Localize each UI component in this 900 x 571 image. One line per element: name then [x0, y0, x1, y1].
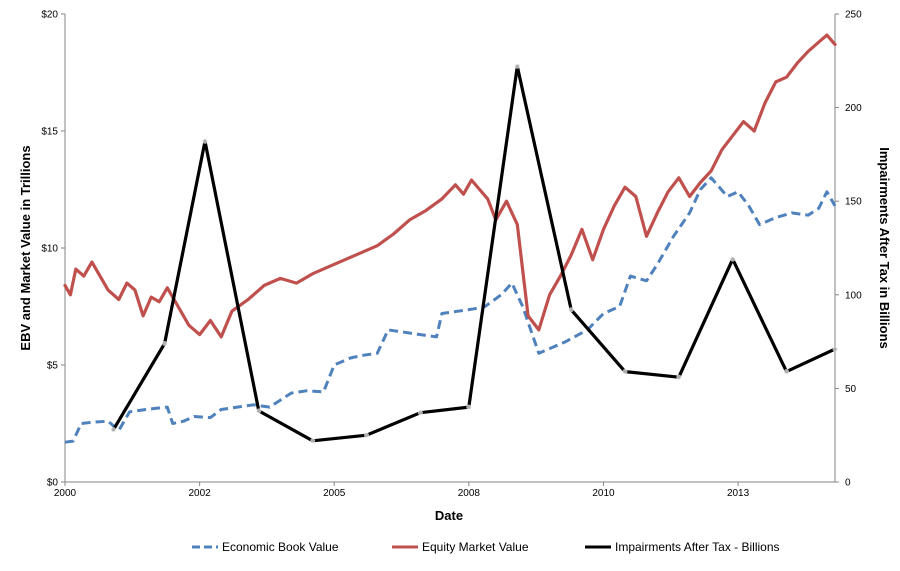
x-tick-label: 2008: [458, 488, 481, 499]
y-left-tick-label: $20: [41, 10, 58, 21]
series-line-impairments-after-tax-billions: [111, 64, 837, 443]
legend-label-equity-market-value: Equity Market Value: [422, 540, 529, 554]
x-tick-label: 2010: [592, 488, 615, 499]
legend: Economic Book Value Equity Market Value …: [192, 540, 780, 554]
impairment-point: [832, 346, 838, 352]
y-right-tick-label: 250: [845, 10, 862, 21]
x-tick-label: 2005: [323, 488, 346, 499]
impairment-point: [417, 410, 423, 416]
impairment-point: [310, 438, 316, 444]
y-left-tick-label: $15: [41, 127, 58, 138]
impairment-point: [784, 369, 790, 375]
axes: $0 $5 $10 $15 $20 0 50 100 150 200 250 2000 2002 2005…: [41, 10, 862, 500]
impairment-point: [568, 307, 574, 313]
impairment-point: [110, 427, 116, 433]
series-line-equity-market-value: [63, 33, 837, 339]
impairment-point: [162, 340, 168, 346]
y-left-tick-label: $0: [47, 478, 59, 489]
legend-label-economic-book-value: Economic Book Value: [222, 540, 339, 554]
x-tick-label: 2000: [54, 488, 77, 499]
impairment-point: [676, 374, 682, 380]
y-left-tick-label: $5: [47, 361, 59, 372]
x-tick-label: 2002: [188, 488, 211, 499]
y-right-tick-label: 50: [845, 384, 857, 395]
impairment-point: [466, 404, 472, 410]
y-right-tick-label: 0: [845, 478, 851, 489]
series-line-economic-book-value: [64, 176, 837, 444]
y-left-axis-title: EBV and Market Value in Trillions: [18, 145, 33, 350]
impairment-point: [730, 256, 736, 262]
impairment-point: [622, 369, 628, 375]
y-right-tick-label: 100: [845, 290, 862, 301]
impairment-point: [514, 63, 520, 69]
x-axis-title: Date: [435, 508, 463, 523]
impairment-point: [202, 138, 208, 144]
impairment-point: [256, 408, 262, 414]
impairment-point: [364, 432, 370, 438]
y-right-tick-label: 200: [845, 103, 862, 114]
y-left-tick-label: $10: [41, 244, 58, 255]
y-right-tick-label: 150: [845, 197, 862, 208]
x-tick-label: 2013: [727, 488, 750, 499]
plot-area: [63, 33, 838, 444]
y-right-axis-title: Impairments After Tax in Billions: [877, 147, 892, 349]
legend-label-impairments: Impairments After Tax - Billions: [615, 540, 780, 554]
